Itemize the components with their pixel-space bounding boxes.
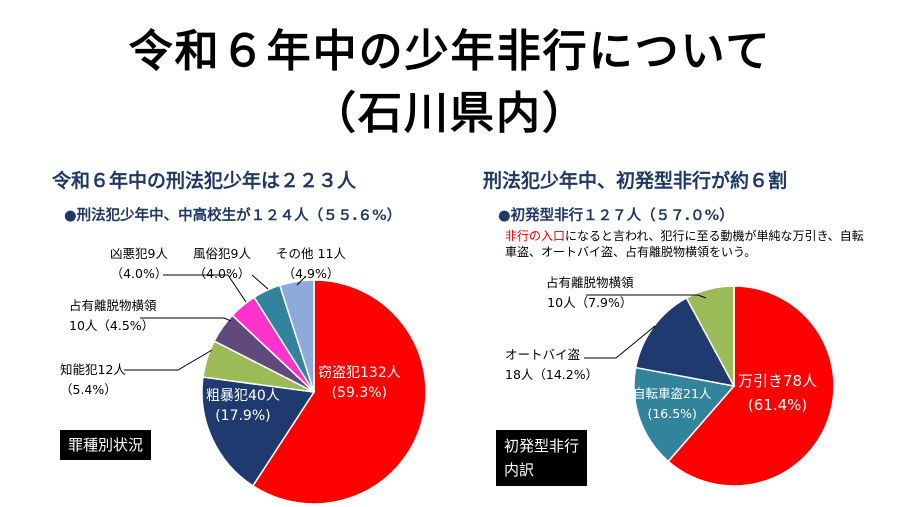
leader-line-chino bbox=[124, 349, 213, 371]
note-highlight: 非行の入口 bbox=[505, 229, 566, 243]
label-sonota: その他 11人 （4.9%） bbox=[276, 246, 346, 281]
right-note: 非行の入口になると言われ、犯行に至る動機が単純な万引き、自転車盗、オートバイ盗、… bbox=[505, 228, 865, 260]
label-autobai: オートバイ盗 18人（14.2%） bbox=[505, 347, 599, 382]
leader-line-senyu-right bbox=[586, 294, 707, 299]
left-pie-slice-6 bbox=[278, 279, 315, 393]
right-header: 刑法犯少年中、初発型非行が約６割 bbox=[483, 170, 788, 192]
leader-line-sonota bbox=[296, 275, 307, 286]
label-kyoaku: 凶悪犯9人 （4.0%） bbox=[110, 246, 168, 281]
left-header: 令和６年中の刑法犯少年は２２３人 bbox=[52, 170, 357, 192]
leader-line-autobai bbox=[584, 325, 656, 359]
right-pie-slice-0 bbox=[667, 285, 835, 487]
label-jitensha: 自転車盗21人 (16.5%) bbox=[633, 386, 712, 421]
leader-line-kyoaku bbox=[163, 274, 247, 303]
page-title-line1: 令和６年中の少年非行について bbox=[128, 26, 772, 77]
label-sobou: 粗暴犯40人 (17.9%) bbox=[206, 388, 280, 424]
leader-line-senyu-left bbox=[140, 317, 232, 322]
left-pie-slice-0 bbox=[251, 279, 427, 505]
label-senyu-left: 占有離脱物横領 10人（4.5%） bbox=[69, 298, 157, 333]
page-title-line2: （石川県内） bbox=[312, 88, 588, 139]
label-chino: 知能犯12人 （5.4%） bbox=[60, 362, 126, 397]
right-pie-chart bbox=[633, 285, 835, 487]
label-manbiki: 万引き78人 (61.4%) bbox=[738, 372, 818, 414]
left-subheader: ●刑法犯少年中、中高校生が１２４人（５５.６%） bbox=[64, 208, 402, 224]
left-pie-chart bbox=[201, 279, 427, 505]
note-text: になると言われ、犯行に至る動機が単純な万引き、自転車盗、オートバイ盗、占有離脱物… bbox=[505, 229, 864, 259]
leader-line-fuzoku bbox=[251, 274, 269, 290]
label-fuzoku: 風俗犯9人 （4.0%） bbox=[193, 246, 251, 281]
left-category-box: 罪種別状況 bbox=[60, 430, 152, 460]
leader-lines bbox=[124, 274, 707, 371]
left-pie-slice-1 bbox=[201, 376, 316, 487]
right-category-box: 初発型非行 内訳 bbox=[496, 430, 588, 486]
label-settou: 窃盗犯132人 (59.3%) bbox=[318, 365, 401, 401]
label-senyu-right: 占有離脱物横領 10人（7.9%） bbox=[546, 275, 634, 310]
right-pie-slice-1 bbox=[633, 366, 736, 463]
right-subheader: ●初発型非行１２７人（５７.０%） bbox=[498, 208, 734, 224]
right-pie-slice-3 bbox=[685, 285, 735, 387]
